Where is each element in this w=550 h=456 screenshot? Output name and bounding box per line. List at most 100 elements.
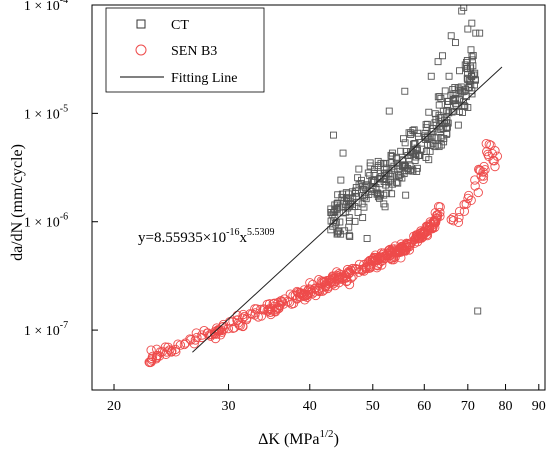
y-tick-label-part-1: -6 (60, 212, 68, 223)
ct-point (425, 156, 433, 164)
ct-point (400, 135, 407, 143)
sen-b3-point (269, 301, 279, 312)
ct-point (441, 87, 449, 95)
sen-b3-point (213, 325, 224, 336)
sen-b3-point (342, 276, 352, 286)
sen-b3-point (466, 195, 476, 205)
sen-b3-point (370, 250, 380, 260)
sen-b3-point (432, 210, 442, 220)
sen-b3-point (329, 276, 339, 287)
ct-point (405, 129, 413, 137)
ct-point (409, 127, 417, 134)
ct-point (392, 178, 400, 186)
sen-b3-point (396, 245, 407, 255)
sen-b3-point (354, 267, 364, 277)
y-tick-label-part-1: -4 (60, 0, 68, 6)
ct-point (355, 165, 363, 173)
ct-point (338, 193, 346, 201)
sen-b3-point (381, 250, 392, 260)
ct-point (342, 208, 350, 216)
sen-b3-point (464, 190, 474, 201)
sen-b3-point (215, 330, 226, 340)
ct-point (385, 169, 393, 177)
ct-point (345, 231, 353, 239)
y-tick-label: 1 × 10-6 (24, 212, 68, 231)
ct-point (441, 116, 449, 124)
ct-point (388, 153, 396, 160)
ct-point (402, 191, 410, 199)
ct-point (444, 101, 451, 108)
fit-equation-label: y=8.55935×10-16x5.5309 (138, 227, 275, 246)
x-tick-label: 40 (303, 399, 317, 414)
ct-point (359, 214, 367, 222)
legend-label: SEN B3 (171, 44, 217, 59)
ct-point (447, 32, 455, 40)
x-tick-label: 50 (366, 399, 380, 414)
ct-point (470, 71, 478, 79)
sen-b3-point (492, 151, 503, 161)
ct-point (339, 149, 347, 157)
sen-b3-point (453, 217, 464, 228)
sen-b3-point (431, 213, 442, 224)
ct-point (459, 109, 466, 116)
sen-b3-point (390, 247, 401, 258)
x-tick-label: 90 (532, 399, 546, 414)
ct-point (439, 107, 447, 115)
sen-b3-point (190, 335, 201, 345)
ct-point (451, 39, 459, 47)
ct-point (374, 157, 382, 165)
ct-point (414, 147, 421, 154)
ct-point (428, 127, 436, 135)
ct-point (454, 121, 462, 129)
sen-b3-point (311, 290, 321, 301)
sen-b3-point (454, 206, 465, 217)
fit-equation-label-part-1: -16 (226, 227, 239, 238)
sen-b3-point (430, 217, 441, 228)
ct-point (381, 203, 389, 211)
ct-point (331, 213, 339, 221)
ct-point (349, 194, 357, 202)
ct-point (363, 235, 371, 242)
sen-b3-point (475, 165, 485, 175)
sen-b3-point (389, 255, 399, 265)
y-tick-label-part-1: -5 (60, 103, 68, 114)
ct-point (425, 108, 433, 116)
ct-point (466, 77, 474, 85)
ct-point (452, 95, 460, 102)
ct-point (413, 167, 421, 175)
ct-point (471, 76, 479, 84)
y-tick-label-part-1: -7 (60, 320, 68, 331)
sen-b3-point (228, 316, 238, 327)
ct-point (361, 184, 369, 191)
sen-b3-point (413, 231, 423, 242)
sen-b3-point (146, 357, 156, 367)
ct-point (465, 83, 473, 91)
ct-point (374, 193, 382, 201)
ct-point (456, 67, 464, 75)
sen-b3-point (475, 166, 486, 176)
ct-point (471, 69, 479, 77)
ct-point (431, 119, 439, 127)
sen-b3-point (470, 181, 480, 191)
sen-b3-point (175, 340, 186, 350)
ct-point (443, 129, 451, 137)
ct-point (327, 226, 335, 234)
sen-b3-point (146, 345, 156, 355)
sen-b3-point (219, 324, 229, 334)
sen-b3-point (328, 279, 338, 289)
sen-b3-point (223, 323, 233, 334)
sen-b3-point (262, 299, 272, 310)
ct-point (397, 147, 405, 155)
sen-b3-point (473, 187, 483, 198)
sen-b3-point (376, 248, 387, 258)
y-tick-label: 1 × 10-5 (24, 103, 68, 122)
sen-b3-point (481, 139, 491, 149)
sen-b3-point (490, 161, 500, 172)
sen-b3-point (286, 299, 297, 309)
ct-point (404, 152, 412, 160)
sen-b3-point (459, 206, 470, 216)
legend: CT SEN B3 Fitting Line (105, 7, 265, 93)
ct-point (439, 52, 446, 60)
fit-equation-label-part-2: x (240, 230, 248, 246)
